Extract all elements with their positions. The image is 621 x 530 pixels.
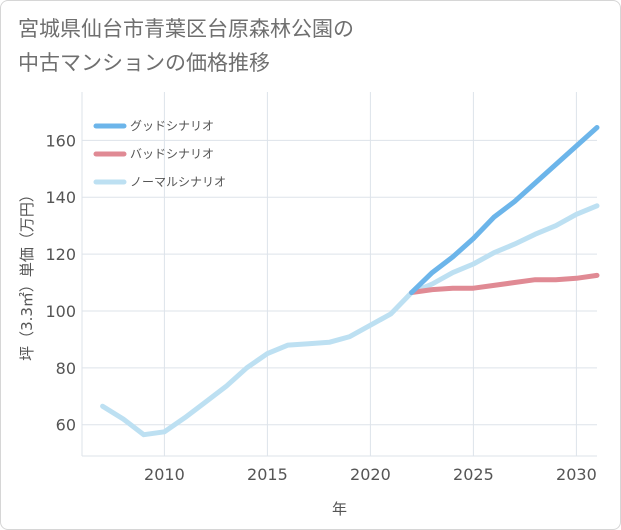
x-tick-label-2025: 2025 bbox=[453, 465, 494, 484]
y-tick-label-140: 140 bbox=[45, 188, 76, 207]
y-tick-label-100: 100 bbox=[45, 302, 76, 321]
x-tick-label-2015: 2015 bbox=[247, 465, 288, 484]
legend-label-2: ノーマルシナリオ bbox=[130, 175, 226, 189]
series-line-1 bbox=[409, 272, 600, 295]
x-tick-labels: 2010 2015 2020 2025 2030 bbox=[144, 465, 597, 484]
legend-label-0: グッドシナリオ bbox=[130, 119, 214, 133]
series-lines bbox=[100, 125, 600, 438]
x-tick-label-2030: 2030 bbox=[556, 465, 597, 484]
y-tick-label-60: 60 bbox=[56, 416, 76, 435]
y-tick-label-120: 120 bbox=[45, 245, 76, 264]
x-gridlines bbox=[163, 92, 577, 456]
y-tick-label-160: 160 bbox=[45, 131, 76, 150]
chart-title-line-1: 宮城県仙台市青葉区台原森林公園の bbox=[18, 17, 354, 41]
series-line-2 bbox=[100, 203, 600, 438]
legend-label-1: バッドシナリオ bbox=[130, 147, 214, 161]
y-axis-label: 坪（3.3㎡）単価（万円） bbox=[18, 187, 36, 361]
chart-title: 宮城県仙台市青葉区台原森林公園の 中古マンションの価格推移 bbox=[18, 12, 578, 80]
x-axis-label: 年 bbox=[332, 500, 347, 518]
y-gridlines bbox=[81, 92, 597, 457]
x-tick-label-2010: 2010 bbox=[144, 465, 185, 484]
y-tick-labels: 60 80 100 120 140 160 bbox=[45, 131, 76, 434]
series-line-0 bbox=[409, 125, 600, 295]
chart-title-line-2: 中古マンションの価格推移 bbox=[18, 51, 270, 75]
y-tick-label-80: 80 bbox=[56, 359, 76, 378]
x-tick-label-2020: 2020 bbox=[350, 465, 391, 484]
